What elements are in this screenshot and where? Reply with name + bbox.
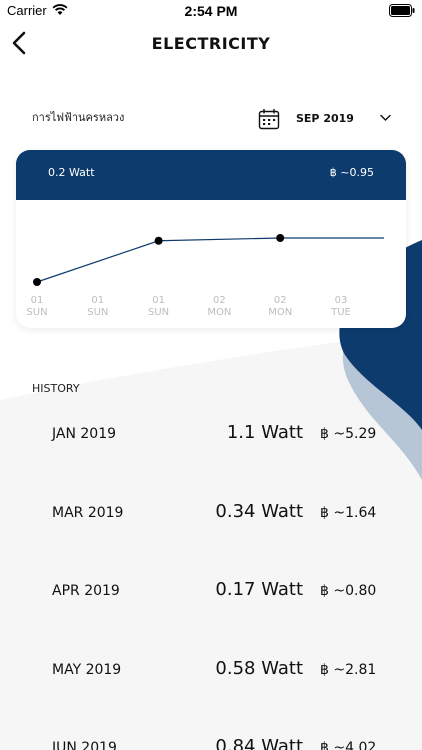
bottom-panel-shape <box>0 330 422 750</box>
data-point[interactable] <box>154 236 163 245</box>
usage-series-line <box>36 237 384 283</box>
clock: 2:54 PM <box>184 3 238 19</box>
history-cost: ฿ ~0.80 <box>320 583 377 599</box>
history-month: APR 2019 <box>52 583 120 599</box>
history-cost: ฿ ~4.02 <box>320 740 377 750</box>
history-watt: 0.34 Watt <box>215 500 303 522</box>
history-month: JUN 2019 <box>52 740 117 750</box>
usage-chart-card: 0.2 Watt ฿ ~0.95 01 SUN 01 SUN 01 SUN 02 MON 02 M… <box>16 150 406 328</box>
back-button[interactable] <box>8 30 32 56</box>
status-bar: Carrier 2:54 PM <box>0 0 422 22</box>
history-month: JAN 2019 <box>52 426 117 442</box>
x-tick-weekday: MON <box>268 307 292 318</box>
summary-usage: 0.2 Watt <box>48 166 95 179</box>
carrier-label: Carrier <box>7 3 47 18</box>
battery-icon <box>389 4 415 17</box>
page-title: ELECTRICITY <box>151 34 271 53</box>
history-row[interactable]: JAN 2019 1.1 Watt ฿ ~5.29 <box>0 392 422 470</box>
x-tick-weekday: SUN <box>148 307 169 318</box>
data-point[interactable] <box>33 278 41 286</box>
chevron-left-icon <box>12 31 26 55</box>
x-tick-day: 01 <box>91 295 104 306</box>
x-tick-weekday: MON <box>207 307 231 318</box>
x-tick-day: 02 <box>274 295 287 306</box>
history-row[interactable]: JUN 2019 0.84 Watt ฿ ~4.02 <box>0 706 422 750</box>
month-select[interactable]: SEP 2019 <box>296 112 354 125</box>
history-cost: ฿ ~5.29 <box>320 426 377 442</box>
x-tick-day: 03 <box>335 295 348 306</box>
data-point[interactable] <box>276 234 285 242</box>
history-month: MAY 2019 <box>52 661 122 678</box>
calendar-icon[interactable] <box>258 108 280 130</box>
history-cost: ฿ ~2.81 <box>320 661 377 678</box>
x-tick-day: 01 <box>31 295 44 306</box>
x-tick-weekday: TUE <box>330 307 351 318</box>
chevron-down-icon[interactable] <box>380 114 391 122</box>
history-title: HISTORY <box>32 382 80 395</box>
x-tick-day: 02 <box>213 295 226 306</box>
history-watt: 0.84 Watt <box>215 736 303 750</box>
summary-cost: ฿ ~0.95 <box>329 166 374 179</box>
x-tick-weekday: SUN <box>26 307 47 318</box>
x-tick-weekday: SUN <box>87 307 108 318</box>
wifi-icon <box>52 4 68 15</box>
history-watt: 1.1 Watt <box>226 422 303 443</box>
provider-label: การไฟฟ้านครหลวง <box>32 111 125 124</box>
chart-header: 0.2 Watt ฿ ~0.95 <box>16 150 406 200</box>
history-cost: ฿ ~1.64 <box>320 504 377 521</box>
history-watt: 0.17 Watt <box>215 579 303 600</box>
history-row[interactable]: APR 2019 0.17 Watt ฿ ~0.80 <box>0 549 422 627</box>
history-month: MAR 2019 <box>52 504 124 521</box>
history-row[interactable]: MAY 2019 0.58 Watt ฿ ~2.81 <box>0 628 422 706</box>
x-tick-day: 01 <box>152 295 165 306</box>
history-watt: 0.58 Watt <box>215 657 303 679</box>
history-row[interactable]: MAR 2019 0.34 Watt ฿ ~1.64 <box>0 471 422 549</box>
